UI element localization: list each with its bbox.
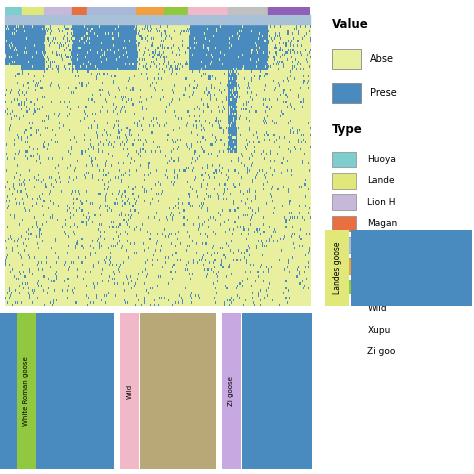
Bar [5, 7, 21, 15]
Bar [332, 280, 356, 295]
Text: Type: Type [332, 123, 363, 136]
Bar [136, 7, 164, 15]
Bar [332, 83, 361, 103]
Bar [45, 7, 72, 15]
Text: Lion H: Lion H [367, 198, 396, 207]
Bar [332, 152, 356, 167]
Bar [188, 7, 228, 15]
Bar [332, 237, 356, 253]
Bar [164, 7, 188, 15]
Text: Prese: Prese [370, 88, 397, 99]
Text: White: White [367, 283, 394, 292]
Bar [332, 322, 356, 338]
Text: Value: Value [332, 18, 369, 31]
Text: Wild: Wild [367, 304, 387, 313]
Bar [332, 49, 361, 69]
Text: Abse: Abse [370, 54, 394, 64]
Text: Zi goo: Zi goo [367, 347, 396, 356]
Text: Huoya: Huoya [367, 155, 396, 164]
Text: Lande: Lande [367, 176, 395, 185]
Bar [228, 7, 268, 15]
Text: Taihu: Taihu [367, 262, 391, 271]
Bar [72, 7, 87, 15]
Bar [332, 194, 356, 210]
Text: Xupu: Xupu [367, 326, 391, 335]
Text: White Roman goose: White Roman goose [23, 356, 29, 426]
Text: Sichuan: Sichuan [367, 240, 403, 249]
Text: Landes goose: Landes goose [333, 242, 341, 294]
Text: Magan: Magan [367, 219, 398, 228]
Bar [21, 7, 45, 15]
Bar [332, 344, 356, 359]
Bar [332, 301, 356, 317]
Text: Zi goose: Zi goose [228, 376, 234, 406]
Bar [332, 216, 356, 231]
Text: Wild: Wild [127, 383, 132, 399]
Bar [87, 7, 136, 15]
Bar [268, 7, 310, 15]
Bar [332, 173, 356, 189]
Bar [332, 258, 356, 274]
